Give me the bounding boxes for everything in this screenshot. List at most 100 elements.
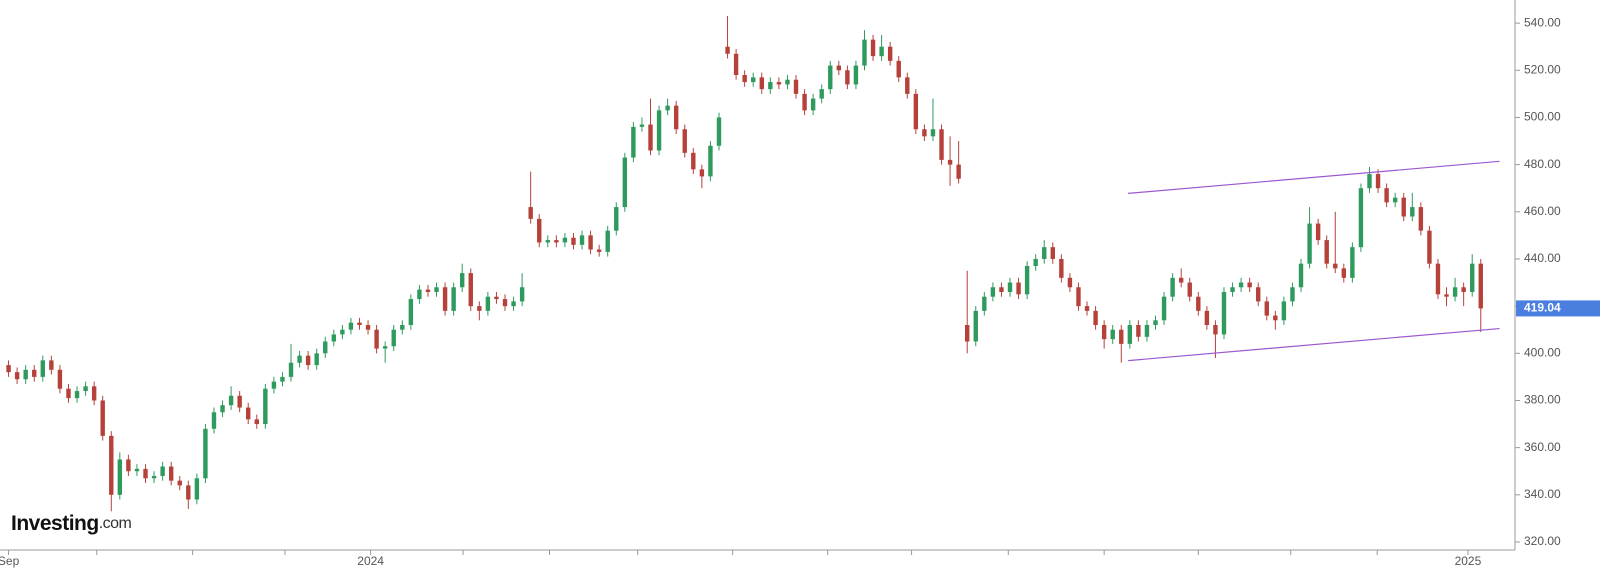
candle-body xyxy=(751,77,756,83)
candle-body xyxy=(151,475,157,479)
candle-body xyxy=(203,428,208,479)
candle-body xyxy=(785,79,790,85)
candle-body xyxy=(91,386,97,401)
candle-body xyxy=(1298,263,1304,288)
candle-body xyxy=(1007,282,1013,292)
y-tick-label: 460.00 xyxy=(1524,204,1561,218)
candle-body xyxy=(117,459,123,495)
candle-body xyxy=(340,329,345,335)
logo-name: Investing xyxy=(11,512,99,535)
candle-body xyxy=(665,105,670,111)
candle-body xyxy=(425,289,431,292)
candle-body xyxy=(1324,240,1329,264)
candle-body xyxy=(982,296,987,311)
candle-body xyxy=(511,301,516,307)
candle-body xyxy=(896,60,901,78)
candle-body xyxy=(237,395,242,408)
candle-body xyxy=(1067,277,1073,288)
candle-body xyxy=(66,388,71,399)
candle-body xyxy=(323,341,328,354)
y-tick-label: 320.00 xyxy=(1524,534,1561,548)
candle-body xyxy=(579,235,585,245)
candle-body xyxy=(870,39,876,57)
candle-body xyxy=(1358,188,1364,248)
candle-body xyxy=(1050,247,1055,259)
candle-body xyxy=(759,77,764,90)
candle-body xyxy=(1341,268,1347,278)
candle-body xyxy=(194,478,200,500)
candle-body xyxy=(1033,258,1038,267)
candle-body xyxy=(596,249,602,252)
candle-body xyxy=(545,240,550,243)
y-tick-label: 480.00 xyxy=(1524,157,1561,171)
candle-body xyxy=(673,105,679,130)
candle-body xyxy=(1384,188,1389,203)
candle-body xyxy=(639,124,645,127)
candle-body xyxy=(1093,310,1098,325)
candle-body xyxy=(1221,291,1227,335)
candle-body xyxy=(793,79,799,94)
y-tick-label: 440.00 xyxy=(1524,251,1561,265)
candle-body xyxy=(862,39,867,66)
candle-body xyxy=(391,329,396,347)
candle-body xyxy=(819,89,824,99)
candle-body xyxy=(1461,287,1466,292)
candle-body xyxy=(1178,277,1184,283)
candle-body xyxy=(614,207,619,231)
candle-body xyxy=(648,124,653,151)
y-tick-label: 400.00 xyxy=(1524,345,1561,359)
candle-body xyxy=(168,466,174,481)
candle-body xyxy=(965,325,970,342)
candle-body xyxy=(1238,282,1244,288)
candle-body xyxy=(571,237,576,245)
candle-body xyxy=(357,322,362,325)
candle-body xyxy=(134,468,140,472)
x-tick-label: 2025 xyxy=(1455,554,1482,568)
candle-body xyxy=(990,287,996,297)
candle-body xyxy=(1153,320,1158,325)
candle-body xyxy=(768,82,773,90)
candle-body xyxy=(1204,310,1210,325)
logo: Investing.com xyxy=(11,512,132,535)
candle-body xyxy=(836,65,842,71)
candle-body xyxy=(716,117,722,146)
candle-body xyxy=(83,386,88,392)
candle-body xyxy=(1136,325,1141,337)
candle-body xyxy=(451,287,456,311)
candle-body xyxy=(1170,277,1175,297)
candle-body xyxy=(211,412,217,429)
candle-body xyxy=(1213,325,1218,335)
candle-body xyxy=(622,157,628,208)
candle-body xyxy=(1281,301,1287,321)
candle-body xyxy=(631,126,636,158)
candle-body xyxy=(1427,230,1432,264)
candle-body xyxy=(228,395,234,406)
candle-body xyxy=(143,468,148,479)
candle-body xyxy=(331,334,337,342)
candle-body xyxy=(588,235,593,250)
candle-body xyxy=(494,296,499,300)
candle-body xyxy=(400,325,405,330)
candle-body xyxy=(879,46,884,57)
candle-body xyxy=(1367,174,1372,189)
candle-body xyxy=(1290,287,1295,302)
candle-body xyxy=(100,400,105,436)
candle-body xyxy=(57,369,63,389)
candle-body xyxy=(905,77,910,94)
candle-body xyxy=(828,65,833,90)
candle-body xyxy=(1392,197,1398,203)
y-tick-label: 380.00 xyxy=(1524,393,1561,407)
candle-body xyxy=(442,287,448,311)
candle-body xyxy=(810,98,816,111)
candle-body xyxy=(562,237,568,243)
candle-body xyxy=(1410,207,1415,217)
candle-body xyxy=(887,46,893,61)
candle-body xyxy=(1016,282,1021,295)
candle-body xyxy=(776,82,782,85)
candle-body xyxy=(305,355,311,366)
candle-body xyxy=(691,152,696,170)
candle-body xyxy=(126,459,131,472)
candle-body xyxy=(246,407,251,420)
candle-body xyxy=(1307,223,1312,264)
